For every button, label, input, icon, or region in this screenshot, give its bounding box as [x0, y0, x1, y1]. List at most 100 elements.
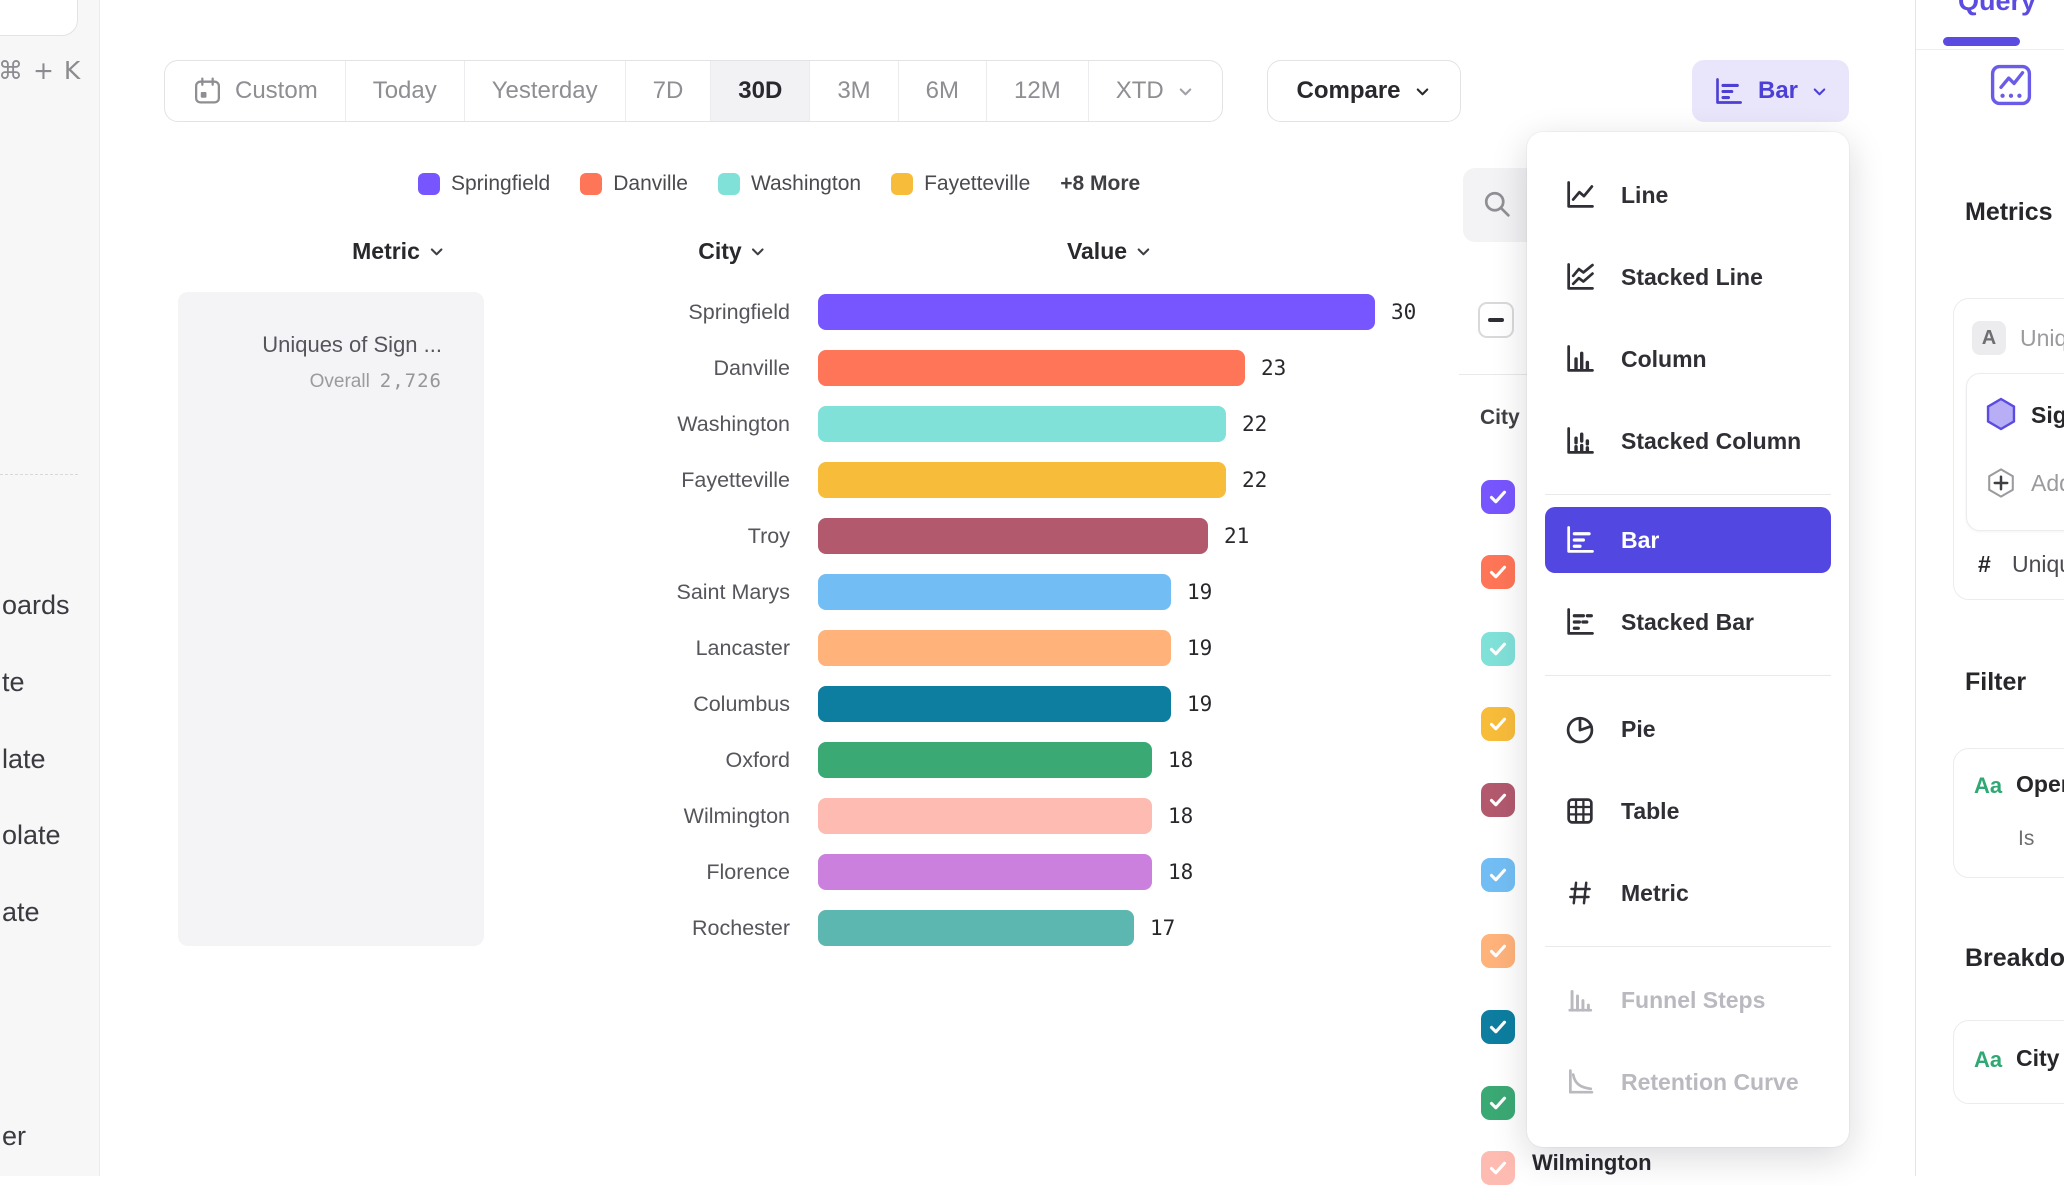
chart-type-button[interactable]: Bar	[1692, 60, 1849, 122]
chart-row: Troy 21	[0, 508, 1460, 564]
filter-card[interactable]: Aa Oper Is i	[1953, 748, 2064, 878]
legend-item[interactable]: Danville	[580, 172, 688, 196]
chart-row: Florence 18	[0, 844, 1460, 900]
series-checkbox[interactable]	[1481, 1010, 1515, 1044]
nav-item-fragment[interactable]: er	[2, 1121, 27, 1151]
tab-query[interactable]: Query	[1957, 0, 2037, 16]
select-all-checkbox[interactable]	[1478, 302, 1514, 338]
menu-item-bar[interactable]: Bar	[1545, 507, 1831, 573]
chart-row: Rochester 17	[0, 900, 1460, 956]
bar[interactable]	[818, 854, 1152, 890]
date-range-12m[interactable]: 12M	[987, 61, 1089, 121]
bar-value-label: 19	[1187, 636, 1213, 660]
nav-divider	[0, 474, 78, 475]
date-range-today[interactable]: Today	[346, 61, 465, 121]
bar[interactable]	[818, 742, 1152, 778]
bar-value-label: 23	[1261, 356, 1287, 380]
event-card[interactable]: Sign Add	[1966, 373, 2064, 531]
series-checkbox[interactable]	[1481, 555, 1515, 589]
filter-property: Oper	[2016, 771, 2064, 797]
chart-type-label: Bar	[1757, 77, 1799, 104]
menu-item-metric[interactable]: Metric	[1527, 852, 1849, 934]
series-checkbox[interactable]	[1481, 632, 1515, 666]
series-checkbox[interactable]	[1481, 1086, 1515, 1120]
legend-item[interactable]: Washington	[717, 172, 861, 196]
legend-more-button[interactable]: +8 More	[1060, 172, 1141, 195]
bar-value-label: 17	[1150, 916, 1176, 940]
menu-item-pie[interactable]: Pie	[1527, 688, 1849, 770]
add-event-label[interactable]: Add	[2031, 470, 2064, 496]
nav-search-box-corner[interactable]	[0, 0, 78, 36]
bar-value-label: 18	[1168, 748, 1194, 772]
aggregation-label[interactable]: Unique	[2012, 551, 2064, 577]
menu-item-stacked-bar[interactable]: Stacked Bar	[1527, 581, 1849, 663]
date-range-6m[interactable]: 6M	[899, 61, 987, 121]
group-badge: A	[1972, 321, 2006, 355]
column-header-city[interactable]: City	[698, 238, 767, 265]
string-type-icon: Aa	[1974, 1047, 2003, 1072]
nav-item-fragment[interactable]: ate	[2, 897, 40, 927]
nav-item-fragment[interactable]: olate	[2, 820, 61, 850]
legend-label: Danville	[613, 172, 688, 195]
chart-row: Washington 22	[0, 396, 1460, 452]
menu-item-table[interactable]: Table	[1527, 770, 1849, 852]
legend-swatch	[891, 173, 914, 195]
date-range-yesterday[interactable]: Yesterday	[465, 61, 626, 121]
series-checkbox[interactable]	[1481, 858, 1515, 892]
bar[interactable]	[818, 294, 1375, 330]
bar-value-label: 19	[1187, 580, 1213, 604]
chart-row: Springfield 30	[0, 284, 1460, 340]
series-checkbox[interactable]	[1481, 707, 1515, 741]
insights-chart-icon	[1988, 62, 2034, 113]
stacked-bar-chart-icon	[1563, 605, 1597, 639]
legend-item[interactable]: Fayetteville	[891, 172, 1030, 196]
metrics-heading: Metrics	[1965, 198, 2053, 226]
nav-item-fragment[interactable]: oards	[2, 590, 70, 620]
bar-value-label: 21	[1224, 524, 1250, 548]
bar[interactable]	[818, 462, 1226, 498]
date-range-custom[interactable]: Custom	[165, 61, 346, 121]
bar[interactable]	[818, 686, 1171, 722]
series-panel-divider	[1459, 374, 1529, 375]
bar[interactable]	[818, 406, 1226, 442]
bar[interactable]	[818, 910, 1134, 946]
breakdown-card[interactable]: Aa City	[1953, 1020, 2064, 1104]
bar-category-label: Lancaster	[695, 636, 790, 660]
bar[interactable]	[818, 630, 1171, 666]
series-checkbox[interactable]	[1481, 783, 1515, 817]
series-checkbox[interactable]	[1481, 934, 1515, 968]
date-range-3m[interactable]: 3M	[810, 61, 899, 121]
menu-item-stacked-column[interactable]: Stacked Column	[1527, 400, 1849, 482]
bar-category-label: Oxford	[725, 748, 790, 772]
metrics-card[interactable]: A Uniqu Sign Add # Unique	[1953, 298, 2064, 600]
legend-item[interactable]: Springfield	[418, 172, 550, 196]
column-header-value[interactable]: Value	[1067, 238, 1153, 265]
breakdown-property: City	[2016, 1045, 2060, 1071]
filter-operator[interactable]: Is	[2018, 827, 2035, 850]
metric-card[interactable]: Uniques of Sign ... Overall 2,726	[178, 292, 484, 946]
hash-icon: #	[1978, 551, 1991, 577]
menu-item-stacked-line[interactable]: Stacked Line	[1527, 236, 1849, 318]
compare-button[interactable]: Compare	[1267, 60, 1461, 122]
menu-item-line[interactable]: Line	[1527, 154, 1849, 236]
column-header-metric[interactable]: Metric	[352, 238, 446, 265]
chevron-down-icon	[427, 242, 446, 261]
bar[interactable]	[818, 798, 1152, 834]
bar-category-label: Washington	[677, 412, 790, 436]
nav-item-fragment[interactable]: te	[2, 667, 25, 697]
bar[interactable]	[818, 518, 1208, 554]
date-range-30d[interactable]: 30D	[711, 61, 811, 121]
chart-row: Wilmington 18	[0, 788, 1460, 844]
bar[interactable]	[818, 574, 1171, 610]
breakdown-heading: Breakdown	[1965, 944, 2064, 972]
series-checkbox[interactable]	[1481, 480, 1515, 514]
bar-value-label: 18	[1168, 860, 1194, 884]
bar-value-label: 19	[1187, 692, 1213, 716]
date-range-7d[interactable]: 7D	[626, 61, 712, 121]
date-range-xtd[interactable]: XTD	[1089, 61, 1222, 121]
menu-item-column[interactable]: Column	[1527, 318, 1849, 400]
add-event-icon[interactable]	[1984, 466, 2018, 505]
bar[interactable]	[818, 350, 1245, 386]
nav-item-fragment[interactable]: late	[2, 744, 46, 774]
series-checkbox[interactable]	[1481, 1151, 1515, 1185]
